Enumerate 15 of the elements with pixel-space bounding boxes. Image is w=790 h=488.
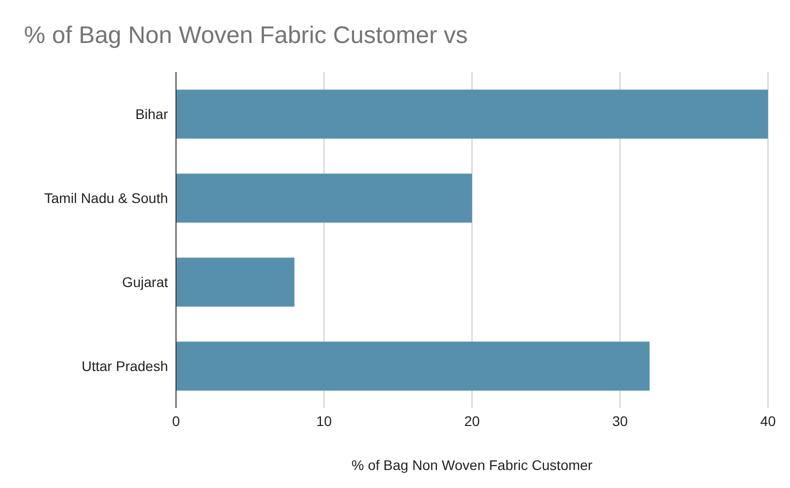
x-tick-label: 10: [316, 412, 332, 429]
chart-title: % of Bag Non Woven Fabric Customer vs: [24, 22, 468, 50]
x-tick-label: 30: [612, 412, 628, 429]
bar: [176, 342, 650, 391]
y-tick-label: Tamil Nadu & South: [44, 190, 168, 206]
y-tick-label: Gujarat: [122, 274, 168, 290]
bar: [176, 174, 472, 223]
y-tick-label: Uttar Pradesh: [82, 358, 168, 374]
bar: [176, 90, 768, 139]
bar: [176, 258, 294, 307]
y-tick-label: Bihar: [135, 106, 168, 122]
x-tick-label: 20: [464, 412, 480, 429]
x-axis-title: % of Bag Non Woven Fabric Customer: [352, 457, 593, 473]
x-tick-label: 0: [172, 412, 180, 429]
x-tick-label: 40: [760, 412, 776, 429]
